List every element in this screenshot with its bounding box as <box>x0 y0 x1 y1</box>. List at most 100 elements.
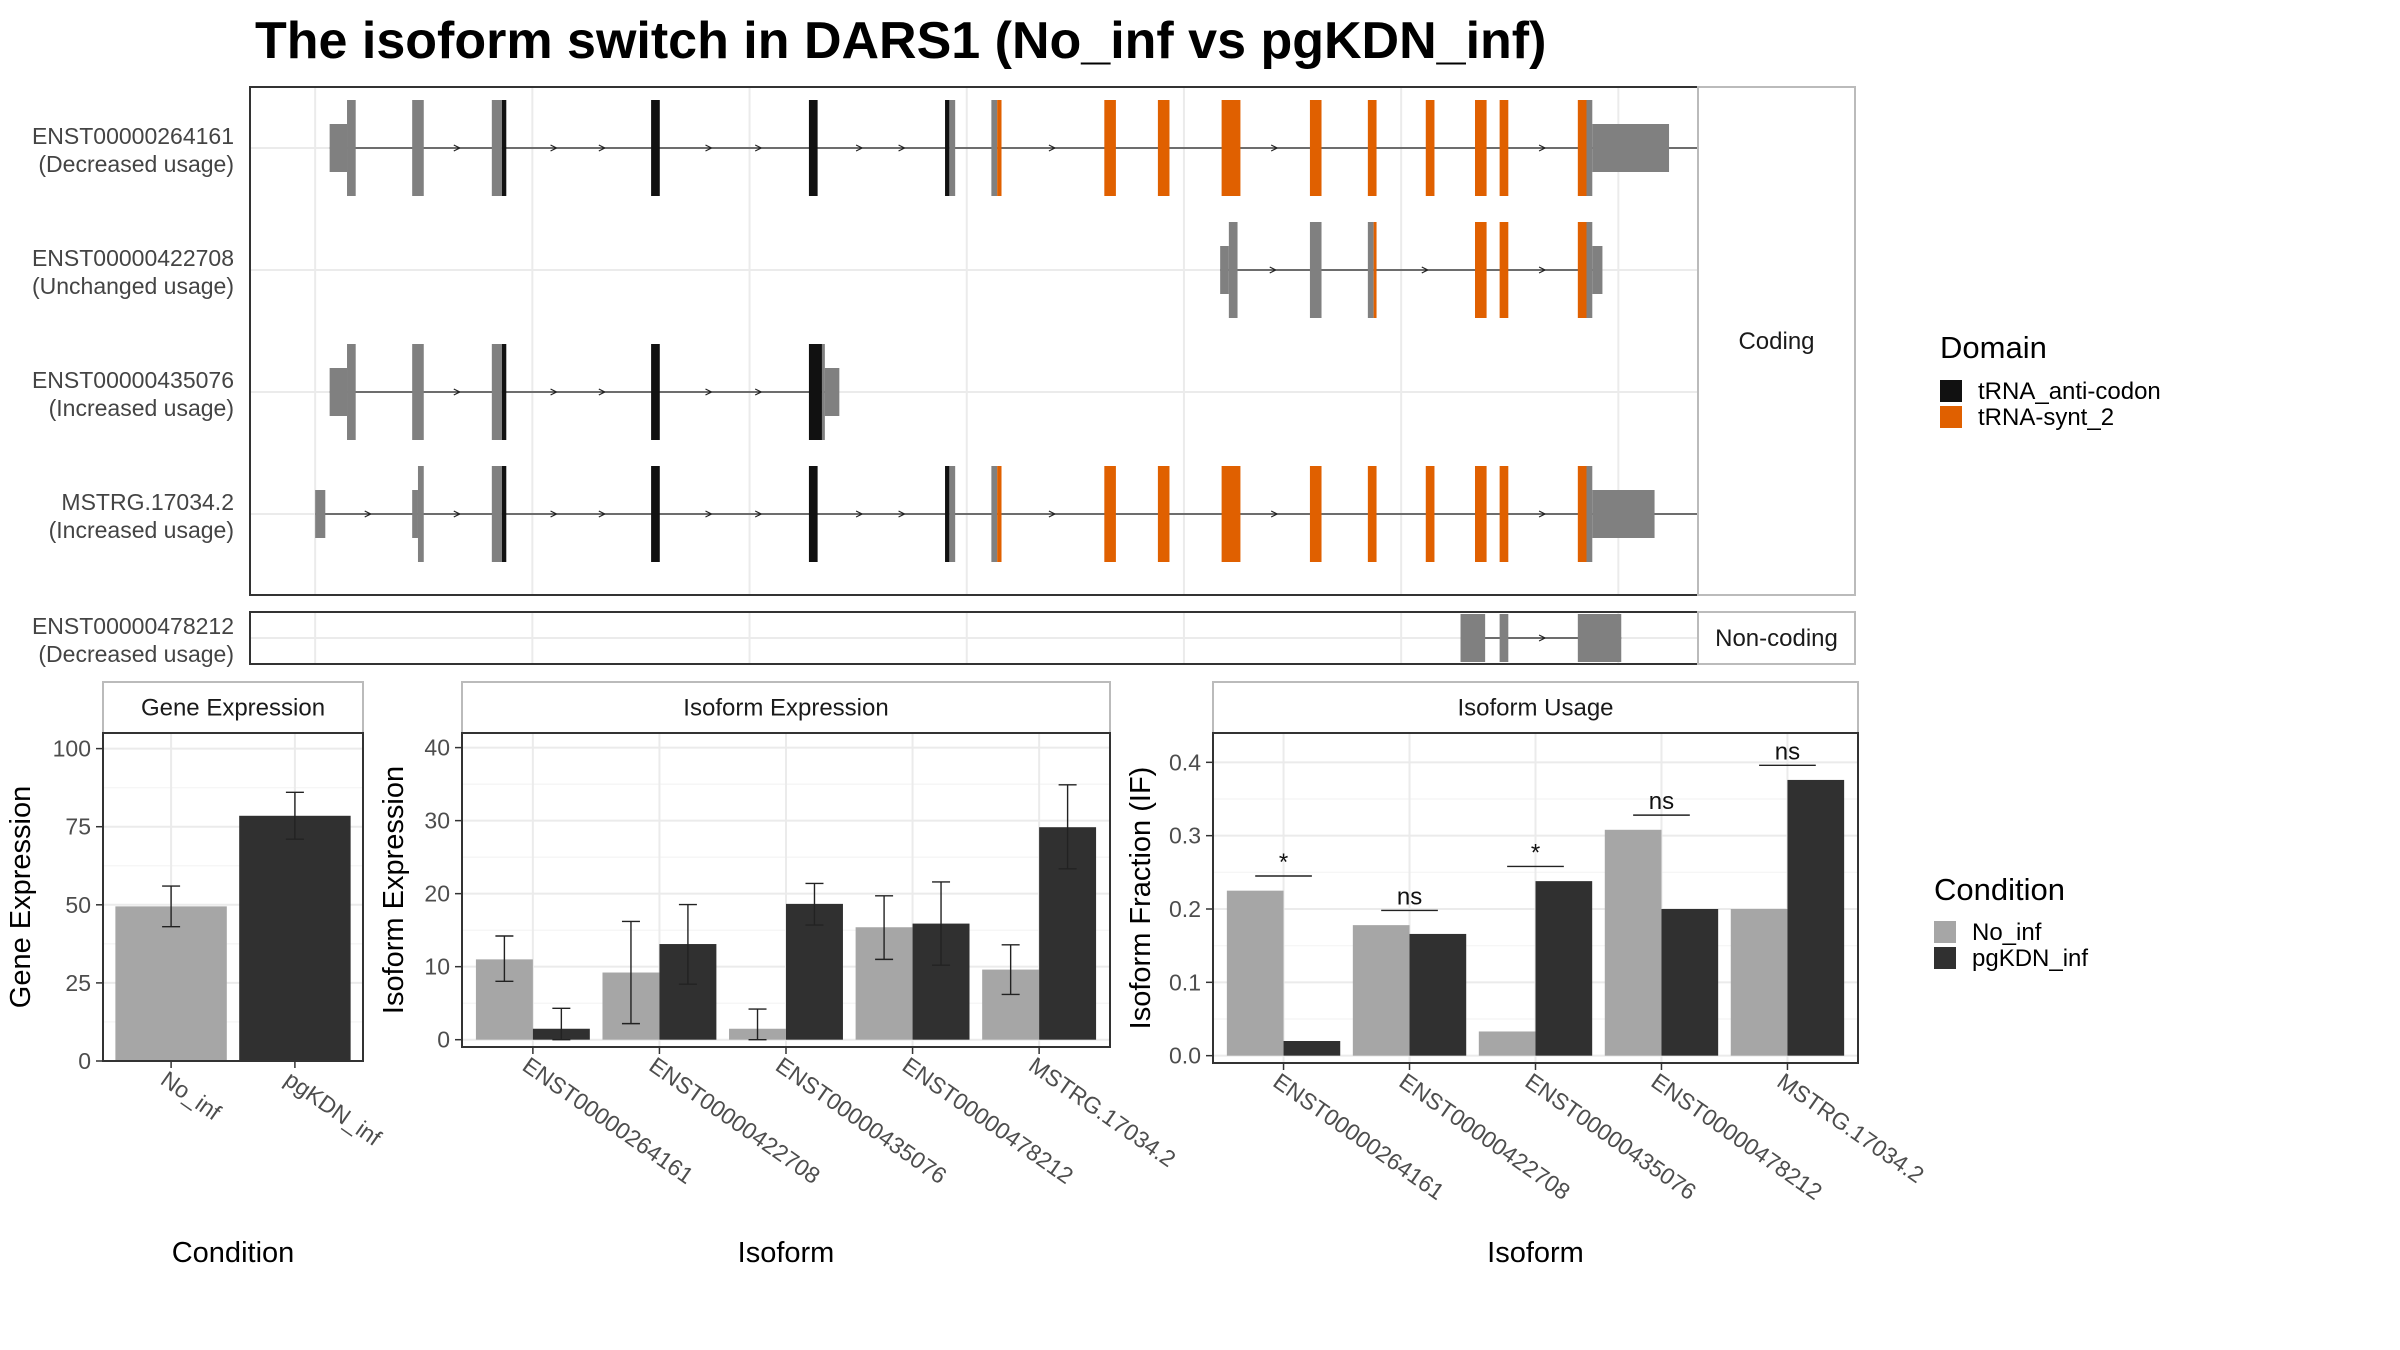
bar <box>1661 909 1719 1056</box>
y-tick-label: 100 <box>53 736 91 762</box>
direction-arrow <box>1538 634 1547 642</box>
y-axis-label: Gene Expression <box>5 786 37 1008</box>
gene-expression-chart: Gene Expression 0 25 50 75 100 No_inf pgKDN_inf… <box>5 681 387 1269</box>
direction-arrow <box>453 144 462 152</box>
bar <box>239 815 351 1061</box>
cds-block <box>991 466 998 562</box>
utr-block <box>315 490 326 538</box>
domain-block <box>501 344 507 440</box>
transcript-usage-label: (Decreased usage) <box>38 151 234 177</box>
isoform-expression-chart: Isoform Expression010203040ENST000002641… <box>378 681 1181 1269</box>
direction-arrow <box>705 144 713 152</box>
significance-label: * <box>1531 839 1540 866</box>
bar <box>1535 881 1593 1056</box>
utr-block <box>329 124 348 172</box>
domain-block <box>997 100 1002 196</box>
figure-title: The isoform switch in DARS1 (No_inf vs p… <box>255 12 1546 70</box>
domain-block <box>1499 222 1509 318</box>
direction-arrow <box>598 144 607 152</box>
domain-block <box>945 466 950 562</box>
cds-block <box>1586 100 1593 196</box>
direction-arrow <box>898 144 906 152</box>
significance-label: * <box>1279 849 1288 876</box>
domain-block <box>1499 466 1509 562</box>
domain-block <box>808 466 818 562</box>
domain-block <box>1577 100 1587 196</box>
facet-label: Non-coding <box>1715 625 1838 652</box>
bar <box>1226 890 1284 1056</box>
y-tick-label: 50 <box>65 892 91 918</box>
bar <box>115 906 227 1061</box>
y-tick-label: 0.4 <box>1169 749 1201 775</box>
cds-block <box>1367 222 1374 318</box>
direction-arrow <box>1270 144 1279 152</box>
domain-block <box>945 100 950 196</box>
domain-block <box>1221 100 1241 196</box>
y-tick-label: 25 <box>65 970 91 996</box>
utr-block <box>1592 124 1670 172</box>
y-tick-label: 20 <box>424 881 450 907</box>
direction-arrow <box>705 388 713 396</box>
domain-block <box>1475 222 1487 318</box>
legend-swatch <box>1940 380 1962 402</box>
strip <box>102 681 364 734</box>
utr-block <box>1460 614 1486 662</box>
direction-arrow <box>855 144 864 152</box>
direction-arrow <box>550 144 558 152</box>
x-axis-label: Isoform <box>738 1237 835 1269</box>
direction-arrow <box>855 510 864 518</box>
domain-block <box>1309 100 1322 196</box>
direction-arrow <box>550 388 558 396</box>
legend-swatch <box>1934 921 1956 943</box>
domain-block <box>501 466 507 562</box>
cds-block <box>991 100 998 196</box>
transcript-id-label: ENST00000478212 <box>32 613 234 639</box>
domain-block <box>1425 466 1435 562</box>
domain-block <box>1577 222 1587 318</box>
domain-block <box>1577 466 1587 562</box>
facet-strip <box>1697 611 1856 665</box>
transcript-id-label: ENST00000435076 <box>32 367 234 393</box>
significance-label: ns <box>1649 788 1674 815</box>
y-tick-label: 0.1 <box>1169 969 1201 995</box>
domain-block <box>1104 466 1116 562</box>
domain-block <box>1373 222 1377 318</box>
domain-block <box>1157 100 1170 196</box>
domain-legend-title: Domain <box>1940 330 2047 365</box>
direction-arrow <box>754 510 763 518</box>
domain-block <box>808 100 818 196</box>
direction-arrow <box>705 510 713 518</box>
y-tick-label: 0.0 <box>1169 1043 1201 1069</box>
direction-arrow <box>364 510 373 518</box>
utr-block <box>412 490 418 538</box>
direction-arrow <box>1048 510 1057 518</box>
y-axis-label: Isoform Fraction (IF) <box>1125 767 1157 1030</box>
domain-block <box>808 344 822 440</box>
cds-block <box>491 344 502 440</box>
direction-arrow <box>1421 266 1430 274</box>
direction-arrow <box>598 510 607 518</box>
strip-title: Gene Expression <box>141 695 325 722</box>
transcript-usage-label: (Decreased usage) <box>38 641 234 667</box>
bar <box>1478 1031 1536 1056</box>
isoform-usage-chart: Isoform Usage0.00.10.20.30.4*ns*nsnsENST… <box>1125 681 1929 1269</box>
cds-block <box>949 466 956 562</box>
cds-block <box>491 466 502 562</box>
condition-legend-title: Condition <box>1934 872 2065 907</box>
domain-block <box>651 344 660 440</box>
bar <box>1604 829 1662 1056</box>
utr-block <box>1592 246 1603 294</box>
domain-block <box>1475 466 1487 562</box>
legend-label: tRNA_anti-codon <box>1978 378 2161 405</box>
cds-block <box>412 344 424 440</box>
y-tick-label: 10 <box>424 954 450 980</box>
domain-block <box>1475 100 1487 196</box>
utr-block <box>1592 490 1655 538</box>
utr-block <box>1220 246 1229 294</box>
transcript-usage-label: (Increased usage) <box>49 395 234 421</box>
bar <box>1352 925 1410 1056</box>
cds-block <box>347 100 356 196</box>
direction-arrow <box>550 510 558 518</box>
y-tick-label: 0 <box>78 1048 91 1074</box>
